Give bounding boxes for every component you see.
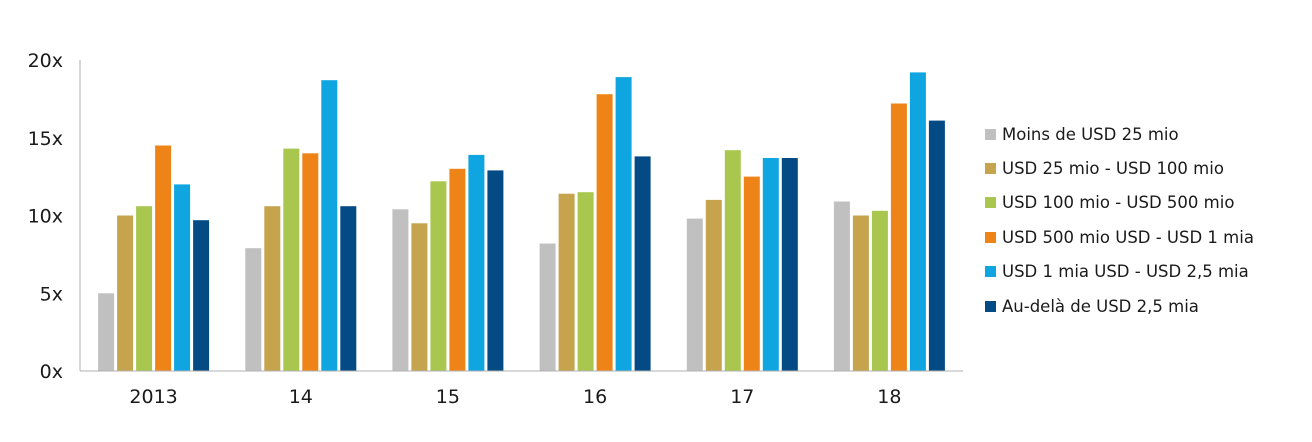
legend-label: USD 1 mia USD - USD 2,5 mia <box>1002 262 1249 282</box>
x-category-label: 14 <box>289 386 313 408</box>
bar <box>615 77 632 371</box>
bar <box>283 148 300 371</box>
legend-swatch <box>985 266 996 278</box>
legend-item: USD 1 mia USD - USD 2,5 mia <box>985 255 1254 289</box>
y-tick-label: 10x <box>28 206 63 228</box>
x-category-label: 2013 <box>129 386 177 408</box>
bar <box>193 220 210 371</box>
legend-swatch <box>985 128 996 140</box>
legend-swatch <box>985 197 996 209</box>
bar <box>302 153 319 371</box>
bar <box>781 158 798 371</box>
bar <box>724 150 741 371</box>
bar <box>890 103 907 371</box>
legend-swatch <box>985 231 996 243</box>
bar <box>928 120 945 371</box>
bar <box>539 243 556 371</box>
bar <box>449 168 466 371</box>
bar <box>487 170 504 371</box>
bar <box>577 192 594 371</box>
bar <box>174 184 191 371</box>
bar <box>245 248 262 371</box>
legend: Moins de USD 25 mio USD 25 mio - USD 100… <box>985 117 1254 323</box>
bar <box>686 218 703 371</box>
legend-label: USD 25 mio - USD 100 mio <box>1002 159 1224 179</box>
bar <box>705 199 722 371</box>
bar <box>264 206 281 371</box>
legend-label: Au-delà de USD 2,5 mia <box>1002 296 1199 316</box>
y-tick-label: 0x <box>40 361 63 383</box>
bar <box>596 94 613 371</box>
legend-swatch <box>985 163 996 175</box>
bar <box>340 206 357 371</box>
x-category-label: 17 <box>730 386 754 408</box>
x-axis-categories: 2013 14 15 16 17 18 <box>129 386 901 408</box>
legend-item: Au-delà de USD 2,5 mia <box>985 289 1254 323</box>
legend-swatch <box>985 300 996 312</box>
bar <box>117 215 134 371</box>
legend-label: Moins de USD 25 mio <box>1002 124 1179 144</box>
legend-item: USD 100 mio - USD 500 mio <box>985 186 1254 220</box>
bar <box>321 80 338 371</box>
x-category-label: 18 <box>877 386 901 408</box>
legend-item: USD 25 mio - USD 100 mio <box>985 151 1254 185</box>
bar <box>411 223 428 371</box>
bar <box>392 209 409 371</box>
y-tick-label: 5x <box>40 283 63 305</box>
y-axis-ticks: 0x 5x 10x 15x 20x <box>28 50 63 383</box>
bar <box>430 181 447 371</box>
bar <box>634 156 651 371</box>
bar <box>558 193 575 371</box>
x-category-label: 16 <box>583 386 607 408</box>
bar <box>155 145 172 371</box>
legend-label: USD 500 mio USD - USD 1 mia <box>1002 227 1254 247</box>
bar <box>98 293 115 372</box>
x-category-label: 15 <box>436 386 460 408</box>
bar <box>468 154 485 371</box>
bar <box>136 206 153 371</box>
bar <box>909 72 926 372</box>
bar <box>833 201 850 371</box>
bars-group <box>98 72 945 372</box>
bar <box>871 210 888 371</box>
y-tick-label: 15x <box>28 128 63 150</box>
bar <box>852 215 869 371</box>
legend-label: USD 100 mio - USD 500 mio <box>1002 193 1235 213</box>
bar <box>743 176 760 371</box>
legend-item: USD 500 mio USD - USD 1 mia <box>985 220 1254 254</box>
legend-item: Moins de USD 25 mio <box>985 117 1254 151</box>
y-tick-label: 20x <box>28 50 63 72</box>
bar <box>762 158 779 371</box>
